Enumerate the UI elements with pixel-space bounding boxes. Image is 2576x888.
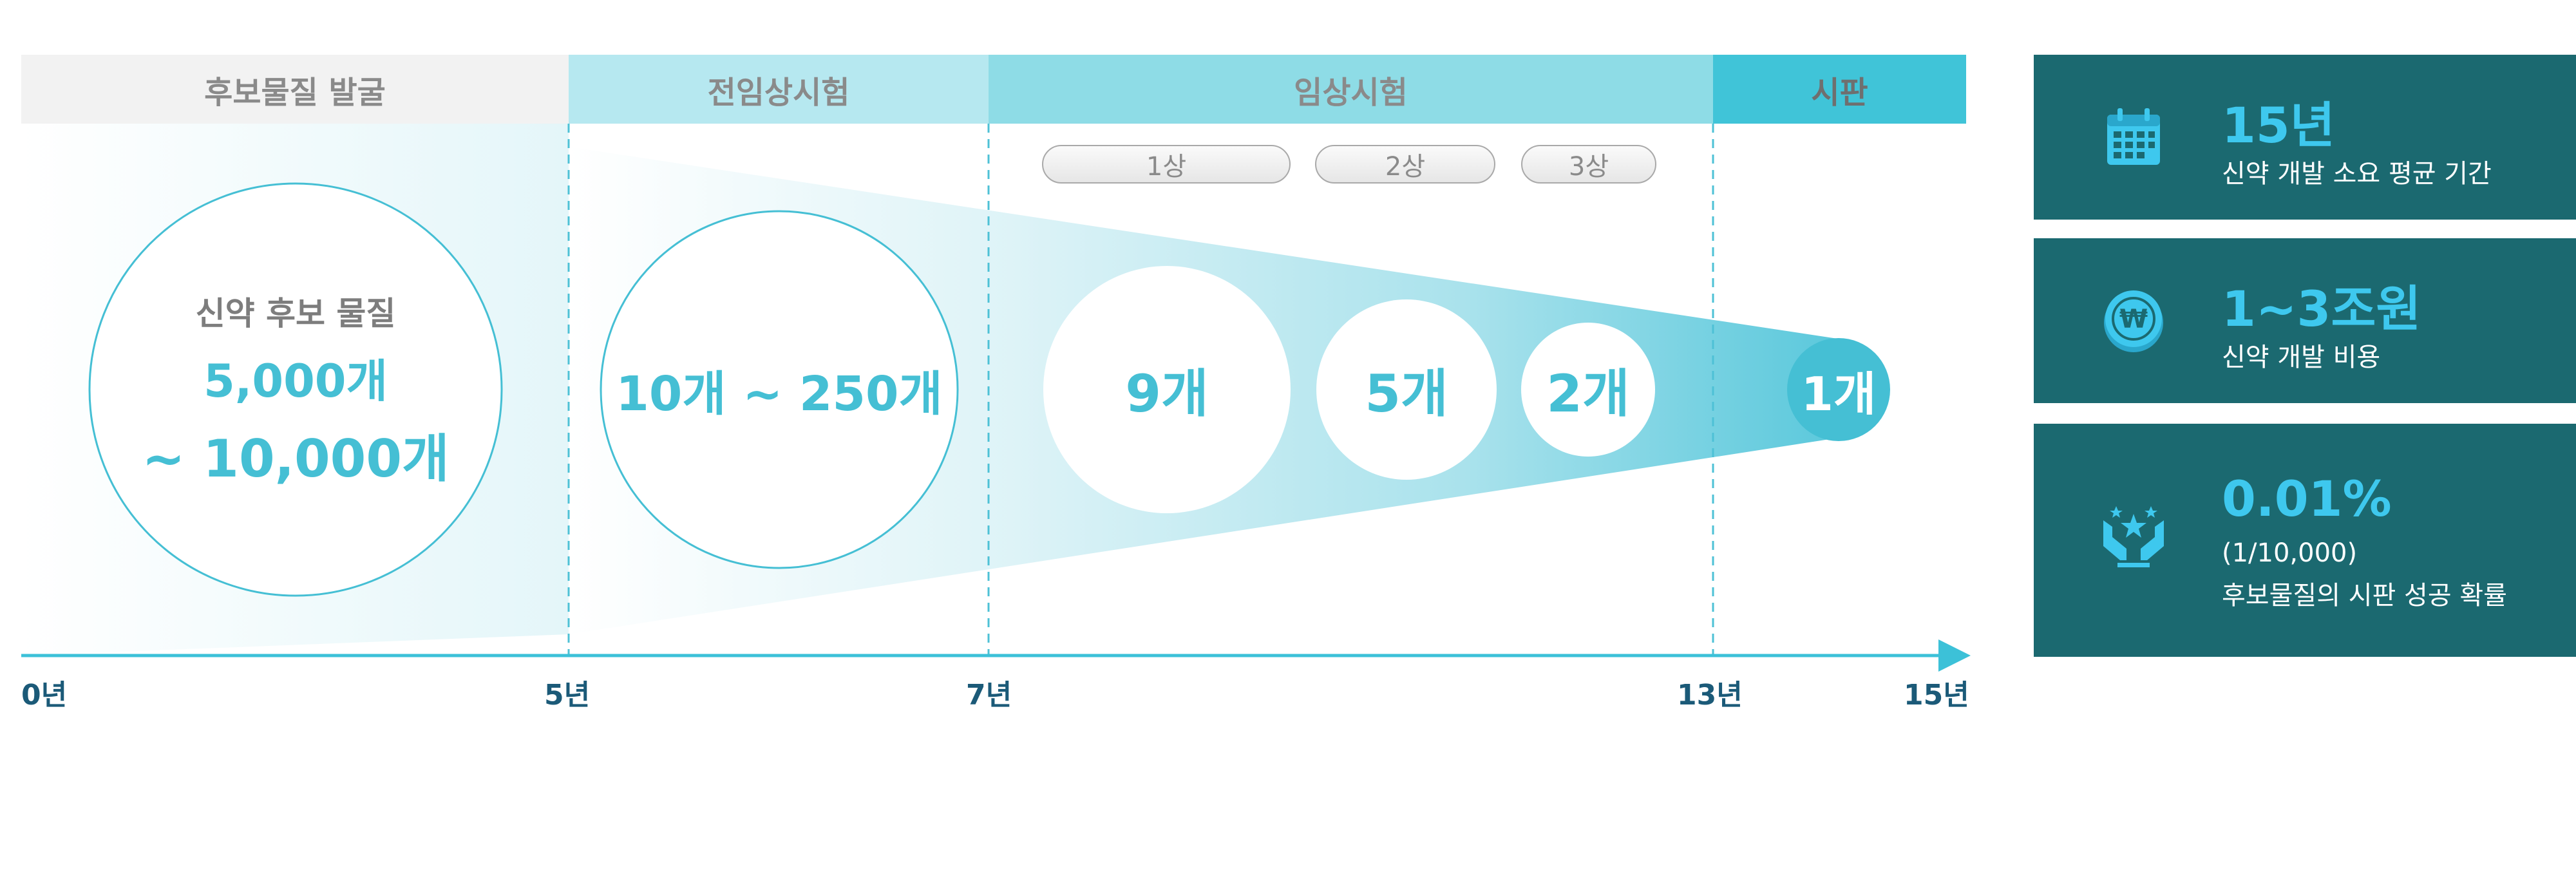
phase1-circle — [1043, 266, 1291, 513]
stage-label: 1상 — [1146, 152, 1187, 182]
phase3-circle — [1521, 323, 1655, 457]
phase-discovery: 후보물질 발굴 — [21, 55, 569, 124]
hands-stars-icon — [2103, 506, 2164, 567]
cost-desc: 신약 개발 비용 — [2222, 343, 2381, 372]
pipeline-diagram — [21, 124, 1971, 672]
preclinical-count: 10개 ~ 250개 — [616, 366, 943, 422]
phase-market: 시판 — [1713, 55, 1966, 124]
discovery-count-line1: 5,000개 — [204, 355, 388, 408]
duration-value: 15년 — [2222, 97, 2335, 154]
info-card-probability: 0.01% (1/10,000) 후보물질의 시판 성공 확률 — [2034, 424, 2576, 657]
calendar-icon — [2107, 108, 2160, 165]
won-coin-icon: ₩ — [2104, 290, 2163, 352]
phase-label: 임상시험 — [1294, 74, 1408, 111]
discovery-caption: 신약 후보 물질 — [195, 295, 396, 332]
duration-desc: 신약 개발 소요 평균 기간 — [2222, 159, 2492, 189]
svg-text:₩: ₩ — [2119, 305, 2148, 334]
phase3-count: 2개 — [1546, 364, 1630, 424]
market-circle — [1787, 338, 1890, 441]
market-count: 1개 — [1801, 366, 1877, 421]
probability-desc: 후보물질의 시판 성공 확률 — [2222, 581, 2507, 610]
discovery-circle — [88, 182, 503, 597]
preclinical-circle — [600, 210, 959, 569]
probability-value: 0.01% — [2222, 470, 2392, 527]
phase2-count: 5개 — [1365, 364, 1448, 424]
stage-label: 2상 — [1385, 152, 1426, 182]
phase1-count: 9개 — [1125, 364, 1209, 424]
phase-label: 후보물질 발굴 — [204, 74, 386, 111]
phase-label: 시판 — [1811, 74, 1868, 111]
info-card-duration: 15년 신약 개발 소요 평균 기간 — [2034, 55, 2576, 220]
phase2-circle — [1316, 299, 1497, 480]
tick-15y: 15년 — [1904, 679, 1969, 712]
stage-pill-3: 3상 — [1521, 145, 1656, 184]
cost-value: 1~3조원 — [2222, 280, 2421, 337]
discovery-count-line2: ~ 10,000개 — [142, 429, 450, 489]
phase-clinical: 임상시험 — [989, 55, 1713, 124]
info-card-cost: ₩ 1~3조원 신약 개발 비용 — [2034, 238, 2576, 403]
tick-5y: 5년 — [544, 679, 591, 712]
tick-13y: 13년 — [1677, 679, 1743, 712]
tick-0y: 0년 — [21, 679, 68, 712]
phase-preclinical: 전임상시험 — [569, 55, 989, 124]
stage-pill-1: 1상 — [1042, 145, 1291, 184]
probability-ratio: (1/10,000) — [2222, 538, 2358, 568]
stage-pill-2: 2상 — [1315, 145, 1495, 184]
phase-label: 전임상시험 — [707, 74, 850, 111]
stage-label: 3상 — [1568, 152, 1609, 182]
tick-7y: 7년 — [966, 679, 1012, 712]
